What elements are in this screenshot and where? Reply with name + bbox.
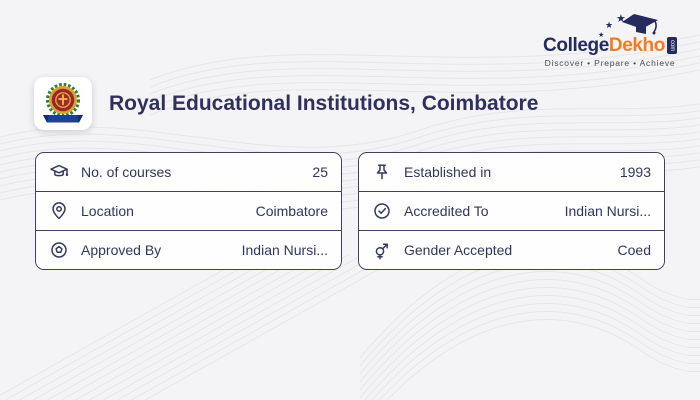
row-location: Location Coimbatore [36, 191, 341, 230]
college-info-grid: No. of courses 25 Location Coimbatore Ap… [35, 152, 665, 270]
page-title: Royal Educational Institutions, Coimbato… [109, 91, 539, 115]
pushpin-icon [376, 164, 388, 180]
info-label: Accredited To [404, 203, 489, 219]
collegedekho-logo[interactable]: ★ ★ ★ College Dekho com Discover • Prepare… [536, 10, 684, 68]
svg-text:★: ★ [605, 20, 613, 30]
svg-text:★: ★ [598, 31, 604, 39]
info-label: Approved By [81, 242, 162, 258]
brand-wordmark: College Dekho com [536, 36, 684, 55]
info-table-right: Established in 1993 Accredited To Indian… [358, 152, 665, 270]
row-accredited-to: Accredited To Indian Nursi... [359, 191, 664, 230]
info-value: Coimbatore [255, 203, 328, 219]
row-established-in: Established in 1993 [359, 153, 664, 191]
row-gender-accepted: Gender Accepted Coed [359, 230, 664, 269]
check-circle-icon [374, 203, 390, 219]
brand-college-text: College [543, 35, 609, 56]
info-label: Established in [404, 164, 492, 180]
info-table-left: No. of courses 25 Location Coimbatore Ap… [35, 152, 342, 270]
info-value: 1993 [619, 164, 651, 180]
graduation-cap-icon [50, 164, 69, 177]
info-value: 25 [312, 164, 328, 180]
college-emblem-icon [43, 82, 83, 122]
college-logo-card [34, 77, 92, 130]
brand-tagline: Discover • Prepare • Achieve [544, 58, 676, 68]
gender-icon [375, 243, 388, 260]
brand-dekho-text: Dekho [608, 35, 665, 56]
info-value: Indian Nursi... [241, 242, 328, 258]
brand-com-badge: com [666, 37, 677, 54]
info-label: Location [81, 203, 134, 219]
graduation-cap-stars-icon: ★ ★ ★ [598, 13, 658, 39]
college-header: Royal Educational Institutions, Coimbato… [34, 77, 538, 130]
info-value: Coed [617, 242, 651, 258]
row-no-of-courses: No. of courses 25 [36, 153, 341, 191]
info-label: Gender Accepted [404, 242, 513, 258]
svg-text:★: ★ [616, 13, 626, 25]
info-label: No. of courses [81, 164, 172, 180]
approval-badge-icon [51, 242, 67, 258]
info-value: Indian Nursi... [564, 203, 651, 219]
location-pin-icon [52, 202, 66, 220]
row-approved-by: Approved By Indian Nursi... [36, 230, 341, 269]
